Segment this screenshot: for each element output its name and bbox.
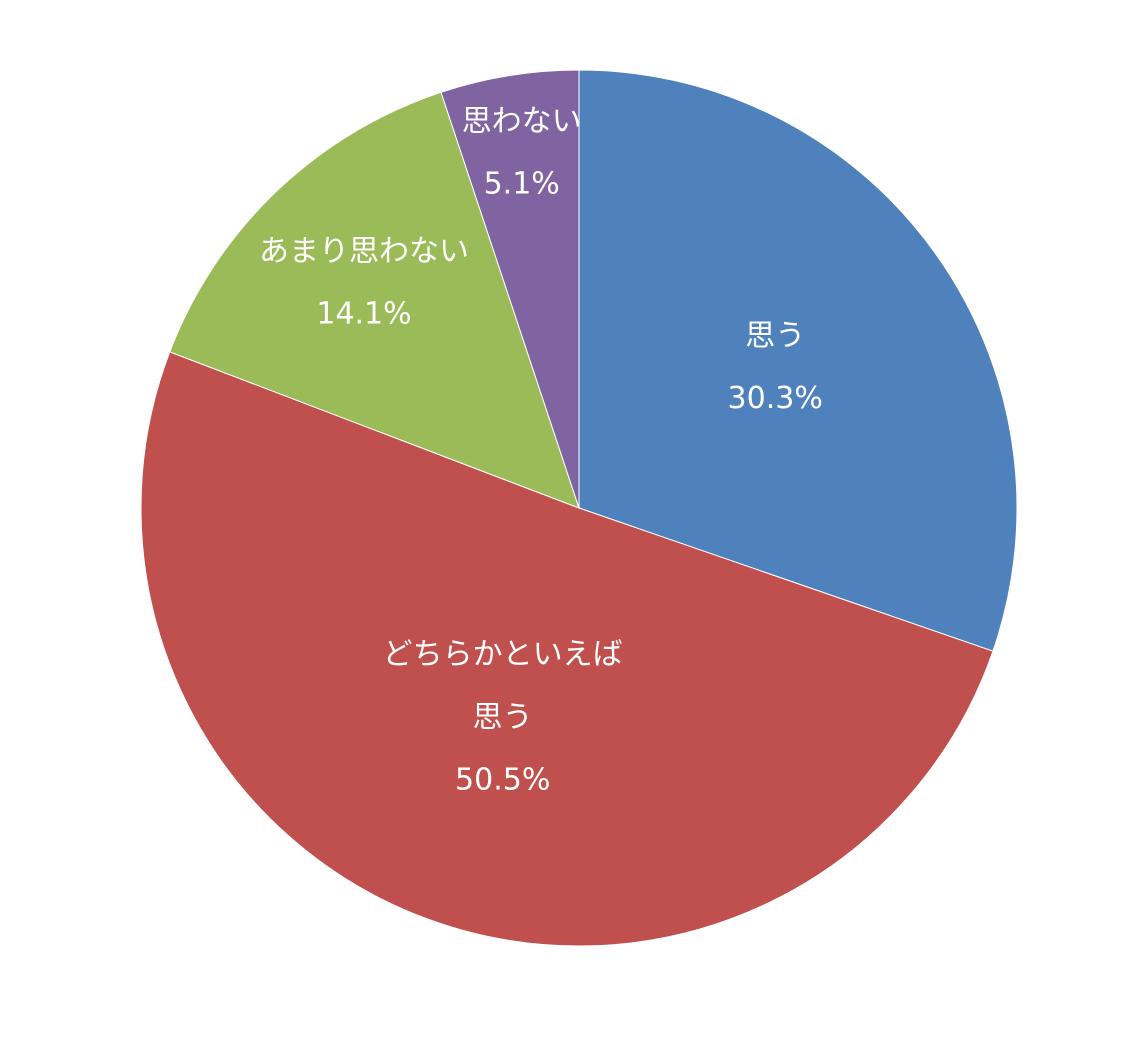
category-label-line: 思わない — [462, 103, 582, 138]
category-label: あまり思わない — [259, 233, 469, 268]
pie-slice — [140, 351, 994, 947]
category-label: 思わない — [462, 103, 582, 138]
value-label: 14.1% — [316, 296, 411, 331]
category-label-line: 思う — [745, 318, 805, 353]
category-label-line: あまり思わない — [259, 233, 469, 268]
category-label: 思う — [745, 318, 805, 353]
pie-slice — [578, 69, 1018, 652]
pie-slice — [440, 69, 580, 509]
value-label: 5.1% — [484, 166, 560, 201]
pie-slice — [169, 91, 580, 509]
value-label: 50.5% — [455, 762, 550, 797]
value-label: 30.3% — [728, 381, 823, 416]
category-label-line: どちらかといえば — [383, 636, 623, 671]
category-label-line: 思う — [473, 699, 533, 734]
category-label: どちらかといえば思う — [383, 636, 623, 734]
